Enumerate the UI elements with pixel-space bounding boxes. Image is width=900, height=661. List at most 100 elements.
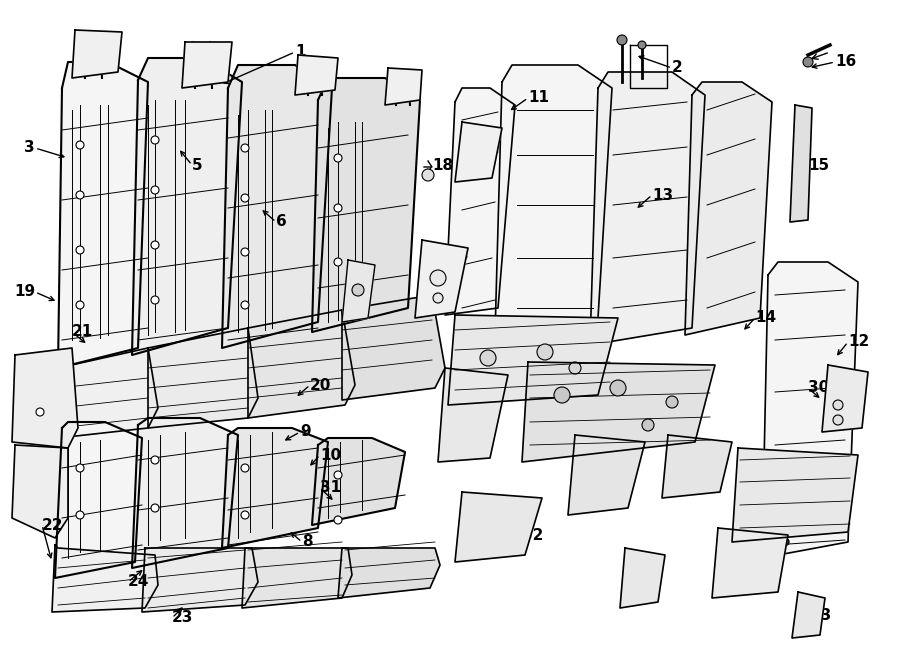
Circle shape bbox=[334, 154, 342, 162]
Polygon shape bbox=[792, 592, 825, 638]
Text: 22: 22 bbox=[42, 518, 64, 533]
Polygon shape bbox=[52, 545, 158, 612]
Circle shape bbox=[76, 511, 84, 519]
Circle shape bbox=[334, 204, 342, 212]
Polygon shape bbox=[342, 295, 445, 400]
Text: 1: 1 bbox=[295, 44, 305, 59]
Circle shape bbox=[833, 400, 843, 410]
Text: 18: 18 bbox=[432, 157, 453, 173]
Polygon shape bbox=[385, 68, 422, 105]
Text: 25: 25 bbox=[450, 371, 472, 385]
Polygon shape bbox=[295, 55, 338, 95]
Text: 30: 30 bbox=[808, 381, 829, 395]
Polygon shape bbox=[248, 310, 355, 418]
Polygon shape bbox=[620, 548, 665, 608]
Circle shape bbox=[151, 241, 159, 249]
Circle shape bbox=[151, 296, 159, 304]
Polygon shape bbox=[445, 88, 515, 315]
Polygon shape bbox=[48, 348, 158, 438]
Circle shape bbox=[241, 301, 249, 309]
Polygon shape bbox=[438, 368, 508, 462]
Text: 15: 15 bbox=[808, 157, 829, 173]
Circle shape bbox=[241, 511, 249, 519]
Text: 28: 28 bbox=[448, 247, 470, 262]
Polygon shape bbox=[712, 528, 788, 598]
Polygon shape bbox=[568, 435, 645, 515]
Circle shape bbox=[617, 35, 627, 45]
Circle shape bbox=[422, 169, 434, 181]
Circle shape bbox=[334, 471, 342, 479]
Polygon shape bbox=[495, 65, 612, 335]
Circle shape bbox=[554, 387, 570, 403]
Polygon shape bbox=[342, 260, 375, 322]
Text: 5: 5 bbox=[192, 157, 202, 173]
Text: 24: 24 bbox=[128, 574, 149, 590]
Text: 10: 10 bbox=[320, 447, 341, 463]
Text: 26: 26 bbox=[770, 535, 791, 549]
Text: 12: 12 bbox=[848, 334, 869, 350]
Circle shape bbox=[666, 396, 678, 408]
Text: 11: 11 bbox=[528, 91, 549, 106]
Circle shape bbox=[241, 248, 249, 256]
Text: 23: 23 bbox=[172, 611, 194, 625]
Circle shape bbox=[537, 344, 553, 360]
Text: 27: 27 bbox=[620, 463, 642, 477]
Circle shape bbox=[76, 464, 84, 472]
Text: 31: 31 bbox=[320, 481, 341, 496]
Text: 17: 17 bbox=[478, 137, 500, 153]
Text: 14: 14 bbox=[755, 311, 776, 325]
Circle shape bbox=[151, 456, 159, 464]
Polygon shape bbox=[148, 328, 258, 428]
Circle shape bbox=[610, 380, 626, 396]
Polygon shape bbox=[685, 82, 772, 335]
Polygon shape bbox=[312, 78, 420, 332]
Polygon shape bbox=[72, 30, 122, 78]
Circle shape bbox=[334, 516, 342, 524]
Polygon shape bbox=[12, 348, 78, 448]
Text: 20: 20 bbox=[310, 377, 331, 393]
Circle shape bbox=[151, 186, 159, 194]
Polygon shape bbox=[662, 435, 732, 498]
Text: 13: 13 bbox=[652, 188, 673, 202]
Polygon shape bbox=[732, 448, 858, 542]
Circle shape bbox=[241, 464, 249, 472]
Polygon shape bbox=[455, 122, 502, 182]
Circle shape bbox=[430, 270, 446, 286]
Circle shape bbox=[76, 141, 84, 149]
Circle shape bbox=[433, 293, 443, 303]
Circle shape bbox=[241, 144, 249, 152]
Polygon shape bbox=[242, 548, 352, 608]
Circle shape bbox=[803, 57, 813, 67]
Polygon shape bbox=[790, 105, 812, 222]
Polygon shape bbox=[522, 362, 715, 462]
Circle shape bbox=[638, 41, 646, 49]
Polygon shape bbox=[338, 548, 440, 598]
Polygon shape bbox=[55, 422, 142, 578]
Circle shape bbox=[352, 284, 364, 296]
Circle shape bbox=[642, 419, 654, 431]
Circle shape bbox=[334, 258, 342, 266]
Circle shape bbox=[569, 362, 581, 374]
Text: 4: 4 bbox=[358, 288, 369, 303]
Polygon shape bbox=[132, 58, 242, 355]
Text: 7: 7 bbox=[24, 424, 35, 440]
Text: 21: 21 bbox=[72, 325, 94, 340]
Circle shape bbox=[36, 408, 44, 416]
Circle shape bbox=[151, 504, 159, 512]
Circle shape bbox=[76, 191, 84, 199]
Polygon shape bbox=[455, 492, 542, 562]
Text: 16: 16 bbox=[835, 54, 856, 69]
Text: 33: 33 bbox=[810, 607, 832, 623]
Polygon shape bbox=[448, 315, 618, 405]
Polygon shape bbox=[762, 262, 858, 558]
Polygon shape bbox=[822, 365, 868, 432]
Polygon shape bbox=[182, 42, 232, 88]
Polygon shape bbox=[590, 72, 705, 345]
Text: 3: 3 bbox=[24, 141, 35, 155]
Circle shape bbox=[151, 136, 159, 144]
Circle shape bbox=[833, 415, 843, 425]
Polygon shape bbox=[222, 65, 332, 348]
Polygon shape bbox=[58, 62, 148, 368]
Polygon shape bbox=[132, 418, 238, 568]
Circle shape bbox=[480, 350, 496, 366]
